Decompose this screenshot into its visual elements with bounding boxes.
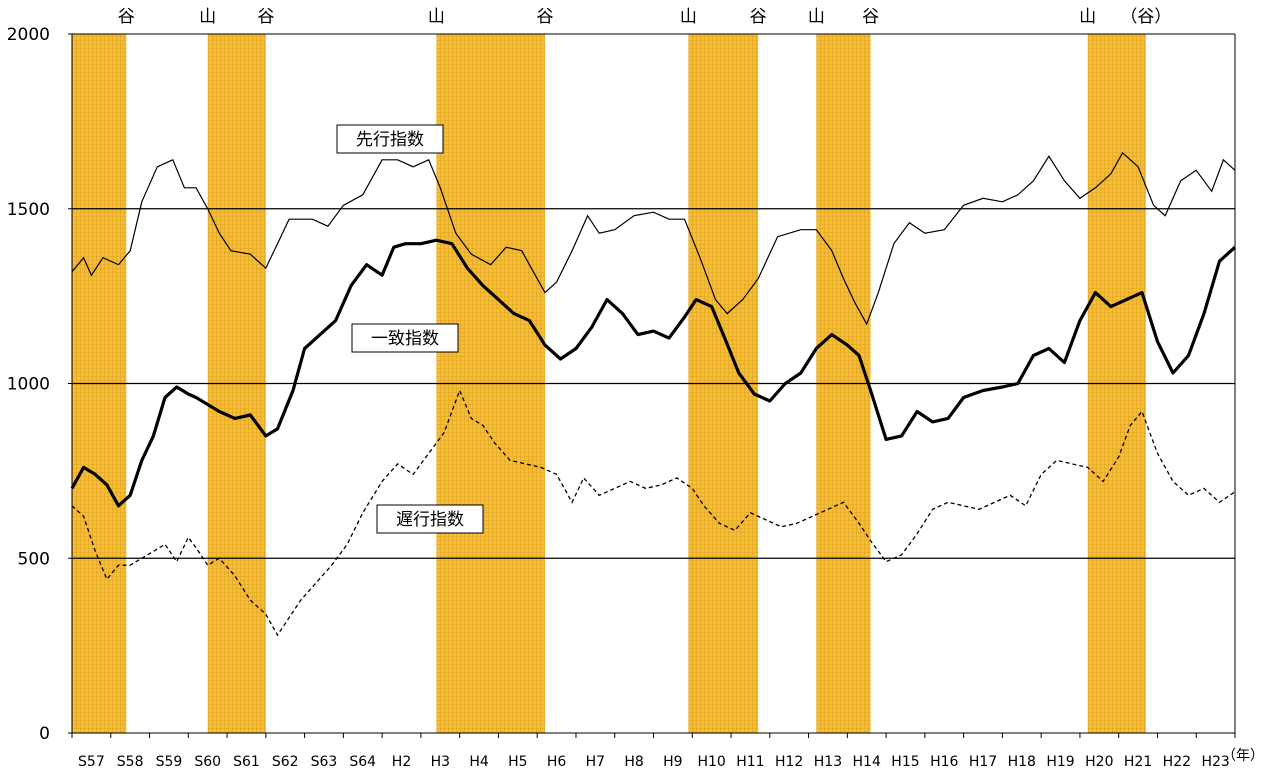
phase-label: 谷 bbox=[862, 7, 879, 27]
series-label-box-1 bbox=[351, 323, 459, 353]
x-tick-label: H18 bbox=[1008, 754, 1036, 770]
x-tick-label: S61 bbox=[233, 754, 260, 770]
x-tick-label: S62 bbox=[272, 754, 299, 770]
series-label: 一致指数 bbox=[371, 329, 439, 349]
x-tick-label: H17 bbox=[969, 754, 997, 770]
axes bbox=[68, 33, 1236, 738]
series-label: 先行指数 bbox=[356, 130, 424, 150]
x-tick-label: H13 bbox=[814, 754, 842, 770]
x-tick-label: H16 bbox=[930, 754, 958, 770]
series-line-1 bbox=[70, 238, 1237, 508]
y-tick-label: 2000 bbox=[7, 25, 50, 45]
x-tick-label: H9 bbox=[663, 754, 682, 770]
x-tick-label: S57 bbox=[78, 754, 105, 770]
series-line-0 bbox=[71, 151, 1236, 326]
x-tick-label: H10 bbox=[697, 754, 725, 770]
y-tick-label: 1500 bbox=[7, 200, 50, 220]
y-tick-label: 0 bbox=[39, 724, 50, 744]
x-tick-label: H4 bbox=[469, 754, 489, 770]
x-tick-label: H14 bbox=[853, 754, 881, 770]
chart-labels: 0 500 1000 1500 2000 S57 S58 S59 S60 S61 S62 S63 S64… bbox=[7, 7, 1261, 770]
gridlines bbox=[72, 208, 1235, 559]
x-tick-label: H21 bbox=[1124, 754, 1152, 770]
x-tick-label: S58 bbox=[117, 754, 144, 770]
x-tick-label: H12 bbox=[775, 754, 803, 770]
x-tick-label: S63 bbox=[311, 754, 338, 770]
x-tick-label: H8 bbox=[624, 754, 643, 770]
series-lines bbox=[70, 151, 1237, 637]
x-tick-label: H19 bbox=[1046, 754, 1074, 770]
phase-label: 谷 bbox=[750, 7, 767, 27]
series-label-box-2 bbox=[376, 504, 484, 534]
phase-label: 谷 bbox=[536, 7, 553, 27]
y-tick-label: 500 bbox=[18, 549, 50, 569]
x-tick-label: H2 bbox=[392, 754, 411, 770]
x-tick-label: H20 bbox=[1085, 754, 1113, 770]
series-label-box-0 bbox=[336, 124, 444, 154]
x-tick-label: S64 bbox=[349, 754, 376, 770]
phase-label: 山 bbox=[428, 7, 445, 27]
x-tick-label: H5 bbox=[508, 754, 527, 770]
x-tick-label: H22 bbox=[1163, 754, 1191, 770]
phase-label: 谷 bbox=[257, 7, 274, 27]
x-tick-label: S59 bbox=[156, 754, 183, 770]
phase-label: 山 bbox=[199, 7, 216, 27]
x-tick-label: H3 bbox=[431, 754, 450, 770]
x-tick-label: S60 bbox=[194, 754, 221, 770]
x-tick-label: H15 bbox=[891, 754, 919, 770]
phase-label: 山 bbox=[1079, 7, 1096, 27]
x-tick-label: H11 bbox=[736, 754, 764, 770]
series-line-2 bbox=[71, 388, 1236, 637]
x-tick-label: H23 bbox=[1201, 754, 1229, 770]
phase-label: 山 bbox=[808, 7, 825, 27]
y-tick-label: 1000 bbox=[7, 375, 50, 395]
x-axis-unit: （年） bbox=[1222, 748, 1261, 764]
phase-label: 谷 bbox=[118, 7, 135, 27]
phase-label: （谷） bbox=[1120, 7, 1171, 27]
phase-label: 山 bbox=[680, 7, 697, 27]
series-label: 遅行指数 bbox=[396, 510, 464, 530]
x-tick-label: H7 bbox=[586, 754, 605, 770]
x-tick-label: H6 bbox=[547, 754, 567, 770]
